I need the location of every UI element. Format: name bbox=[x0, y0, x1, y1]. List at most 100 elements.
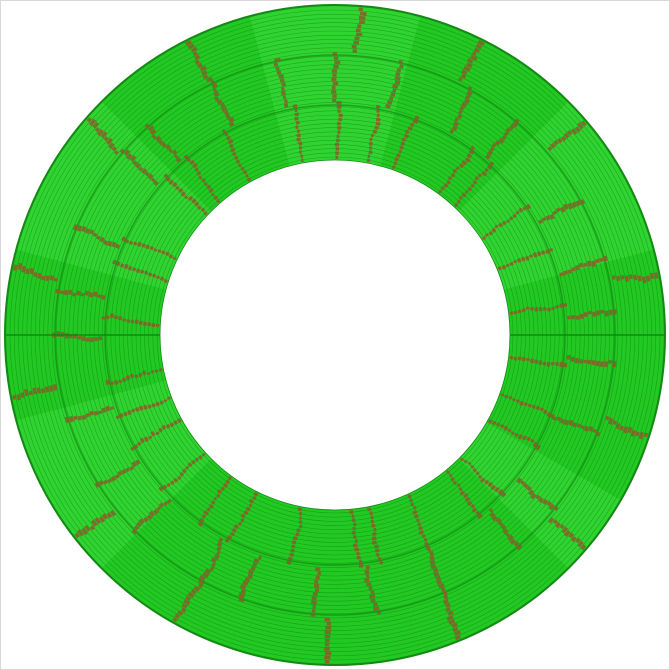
marked-block bbox=[247, 573, 254, 579]
marked-block bbox=[511, 397, 516, 402]
marked-block bbox=[127, 265, 133, 271]
marked-block bbox=[499, 423, 505, 429]
marked-block bbox=[194, 167, 200, 173]
marked-block bbox=[364, 569, 370, 574]
marked-block bbox=[500, 491, 507, 498]
marked-block bbox=[245, 506, 251, 512]
marked-block bbox=[109, 406, 115, 411]
marked-block bbox=[258, 555, 262, 560]
marked-block bbox=[649, 272, 655, 280]
marked-block bbox=[300, 154, 304, 159]
marked-block bbox=[456, 199, 461, 204]
marked-block bbox=[454, 117, 459, 122]
marked-block bbox=[509, 538, 516, 545]
marked-block bbox=[489, 512, 496, 518]
marked-block bbox=[567, 202, 574, 210]
marked-block bbox=[178, 187, 184, 194]
marked-block bbox=[150, 430, 156, 437]
marked-block bbox=[355, 32, 363, 37]
marked-block bbox=[109, 509, 117, 517]
marked-block bbox=[580, 120, 587, 127]
marked-block bbox=[114, 315, 118, 320]
marked-block bbox=[163, 501, 168, 506]
marked-block bbox=[185, 595, 192, 601]
marked-block bbox=[409, 498, 413, 503]
marked-block bbox=[77, 415, 83, 421]
marked-block bbox=[403, 133, 410, 139]
marked-block bbox=[231, 527, 237, 533]
marked-block bbox=[354, 539, 359, 543]
marked-block bbox=[190, 46, 198, 53]
marked-block bbox=[147, 404, 152, 409]
marked-block bbox=[147, 125, 155, 132]
marked-block bbox=[98, 336, 103, 341]
marked-block bbox=[515, 544, 523, 551]
marked-block bbox=[110, 381, 115, 386]
marked-block bbox=[173, 477, 179, 483]
marked-block bbox=[334, 60, 341, 65]
marked-block bbox=[163, 173, 169, 179]
marked-block bbox=[447, 175, 453, 181]
marked-block bbox=[317, 571, 322, 576]
marked-block bbox=[216, 550, 221, 556]
marked-block bbox=[220, 486, 226, 491]
marked-block bbox=[205, 76, 213, 83]
marked-block bbox=[410, 502, 415, 507]
disk-sector bbox=[49, 422, 212, 569]
marked-block bbox=[458, 77, 463, 82]
marked-block bbox=[485, 154, 491, 160]
marked-block bbox=[158, 427, 163, 433]
marked-block bbox=[368, 146, 373, 150]
marked-block bbox=[526, 485, 532, 492]
marked-block bbox=[81, 527, 88, 536]
marked-block bbox=[183, 154, 189, 160]
marked-block bbox=[487, 418, 493, 424]
marked-block bbox=[111, 146, 117, 152]
marked-block bbox=[226, 135, 231, 141]
marked-block bbox=[324, 643, 330, 647]
marked-block bbox=[400, 141, 405, 146]
marked-block bbox=[553, 505, 559, 511]
marked-block bbox=[351, 44, 357, 49]
marked-block bbox=[136, 441, 142, 446]
marked-block bbox=[240, 589, 247, 595]
marked-block bbox=[141, 168, 148, 175]
marked-block bbox=[538, 219, 543, 225]
marked-block bbox=[538, 497, 544, 503]
marked-block bbox=[372, 606, 380, 611]
marked-block bbox=[223, 110, 229, 116]
marked-block bbox=[635, 431, 640, 437]
marked-block bbox=[159, 400, 164, 405]
marked-block bbox=[451, 125, 458, 131]
marked-block bbox=[392, 88, 397, 93]
marked-block bbox=[365, 574, 370, 578]
marked-block bbox=[568, 419, 574, 426]
marked-block bbox=[574, 126, 581, 133]
marked-block bbox=[298, 145, 303, 150]
marked-block bbox=[463, 98, 470, 105]
marked-block bbox=[604, 310, 609, 317]
marked-block bbox=[459, 490, 465, 496]
marked-block bbox=[41, 275, 46, 281]
marked-block bbox=[438, 583, 445, 589]
marked-block bbox=[152, 273, 157, 278]
marked-block bbox=[244, 577, 251, 583]
marked-block bbox=[221, 106, 228, 112]
marked-block bbox=[487, 150, 493, 156]
marked-block bbox=[371, 536, 377, 541]
marked-block bbox=[494, 486, 500, 493]
marked-block bbox=[445, 602, 451, 608]
marked-block bbox=[561, 526, 569, 534]
marked-block bbox=[602, 255, 608, 262]
marked-block bbox=[394, 80, 401, 85]
marked-block bbox=[74, 532, 80, 539]
marked-block bbox=[143, 321, 147, 326]
marked-block bbox=[324, 617, 331, 622]
marked-block bbox=[338, 117, 343, 122]
marked-block bbox=[29, 267, 35, 275]
marked-block bbox=[314, 579, 319, 584]
marked-block bbox=[201, 69, 208, 76]
marked-block bbox=[143, 436, 149, 443]
marked-block bbox=[274, 57, 281, 63]
